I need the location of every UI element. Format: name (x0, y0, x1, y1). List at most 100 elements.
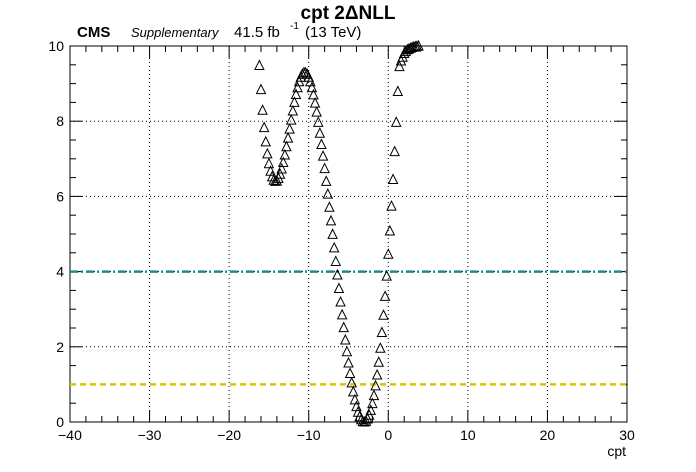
y-tick-label: 2 (56, 339, 64, 355)
data-point (312, 116, 324, 127)
experiment-label: CMS (77, 24, 110, 41)
grid-lines (70, 46, 627, 422)
data-point (285, 113, 297, 125)
data-point (343, 356, 354, 368)
x-tick-label: −10 (297, 427, 321, 443)
data-point (325, 214, 337, 226)
data-point (279, 148, 291, 160)
data-point (320, 175, 332, 186)
data-point (333, 282, 345, 294)
data-point (346, 376, 357, 388)
data-point (336, 308, 348, 320)
data-point (289, 96, 300, 107)
data-point (268, 174, 280, 185)
data-point (327, 228, 338, 239)
y-tick-label: 0 (56, 414, 64, 430)
data-point (277, 156, 289, 168)
data-point (335, 295, 346, 307)
data-point (375, 342, 386, 353)
supplementary-label: Supplementary (131, 25, 220, 40)
data-point (260, 135, 272, 147)
data-point (254, 59, 265, 71)
x-tick-label: 10 (460, 427, 476, 443)
data-point (314, 127, 326, 138)
luminosity-exponent: -1 (290, 21, 299, 32)
y-tick-label: 6 (56, 188, 64, 204)
data-point (352, 406, 364, 417)
data-point (276, 162, 287, 174)
data-point (290, 88, 302, 100)
data-point (281, 140, 292, 152)
data-point (328, 241, 340, 253)
x-tick-label: −40 (58, 427, 82, 443)
x-tick-label: 30 (619, 427, 635, 443)
data-point (371, 368, 383, 380)
data-point (365, 404, 377, 415)
x-axis-label: cpt (607, 443, 626, 459)
data-point (319, 162, 330, 174)
plot-frame (69, 45, 628, 423)
data-point (300, 66, 311, 78)
data-point (368, 389, 380, 401)
data-point (332, 268, 343, 280)
data-point (330, 255, 342, 266)
data-point (303, 71, 315, 82)
data-point (373, 356, 385, 367)
data-point (341, 345, 353, 357)
data-point (282, 132, 294, 143)
data-point (311, 106, 322, 117)
data-point (263, 157, 275, 169)
data-point (367, 397, 378, 409)
axes (69, 45, 628, 423)
data-point (309, 97, 321, 108)
x-tick-label: −20 (217, 427, 241, 443)
data-point (390, 116, 402, 127)
data-point (392, 85, 404, 96)
data-point (257, 104, 268, 115)
data-point (316, 138, 327, 150)
data-point (344, 367, 356, 378)
data-point (338, 321, 350, 333)
y-tick-label: 4 (56, 264, 64, 280)
data-point (284, 122, 295, 134)
data-point (306, 81, 318, 93)
energy-label: (13 TeV) (305, 24, 361, 41)
data-point (292, 81, 303, 93)
data-point (317, 150, 329, 161)
data-points (254, 39, 424, 427)
data-point (378, 309, 389, 320)
y-tick-label: 10 (48, 38, 64, 54)
data-point (308, 88, 319, 100)
data-point (340, 333, 351, 345)
data-point (381, 269, 393, 281)
data-point (287, 104, 299, 116)
reference-lines (70, 270, 627, 386)
data-point (386, 200, 397, 211)
x-tick-label: 20 (540, 427, 556, 443)
data-point (413, 39, 424, 51)
y-tick-label: 8 (56, 113, 64, 129)
data-point (394, 60, 405, 72)
data-point (403, 42, 415, 54)
x-tick-label: 0 (384, 427, 392, 443)
data-point (274, 168, 286, 179)
data-point (359, 415, 370, 427)
data-point (322, 188, 334, 199)
data-point (370, 379, 381, 391)
data-point (255, 83, 267, 95)
luminosity-label: 41.5 fb (234, 24, 280, 41)
data-point (258, 121, 270, 133)
x-tick-label: −30 (138, 427, 162, 443)
data-point (379, 290, 391, 301)
data-point (382, 248, 394, 259)
data-point (376, 326, 388, 338)
chart-title: cpt 2ΔNLL (301, 3, 396, 24)
tick-labels: −40 −30 −20 −10 0 10 20 30 0 2 4 6 8 10 (48, 38, 635, 443)
data-point (389, 145, 400, 157)
data-point (324, 201, 335, 212)
data-point (262, 147, 273, 159)
data-point (387, 173, 399, 184)
data-point (347, 385, 359, 397)
data-point (384, 224, 396, 236)
